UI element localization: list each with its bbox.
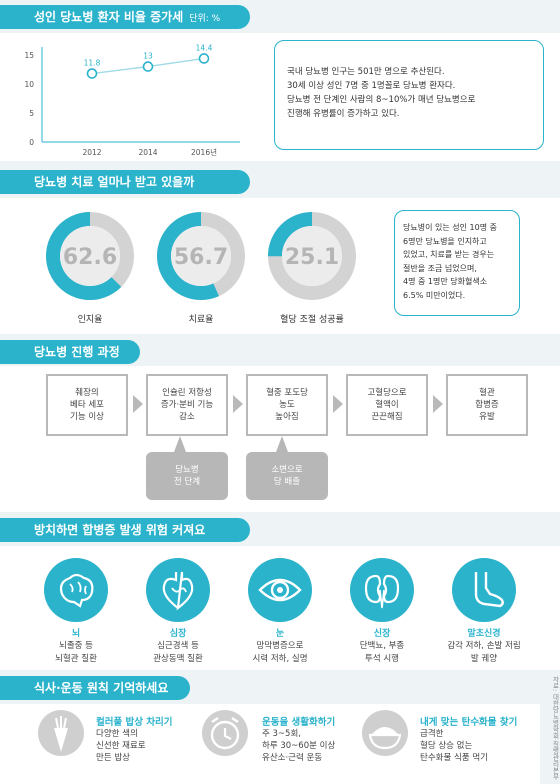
stage-pointers	[174, 436, 288, 452]
pointer-glucose-urine	[276, 436, 288, 452]
donut-value: 25.1	[285, 245, 339, 270]
organ-name-nerve: 말초신경	[467, 629, 501, 639]
donut-3: 25.1	[268, 212, 356, 300]
section-title: 방치하면 합병증 발생 위험 커져요	[34, 523, 206, 537]
trend-line-chart: 0 5 10 15 2012 2014 2016년 11.8 13 14.4	[24, 43, 240, 157]
organ-name-brain: 뇌	[71, 629, 81, 639]
process-step-2: 인슐린 저항성 증가·분비 기능 감소	[146, 374, 228, 436]
section-title: 당뇨병 치료 얼마나 받고 있을까	[34, 175, 195, 189]
principle-desc-exercise: 주 3~5회, 하루 30~60분 이상 유산소·근력 운동	[262, 729, 336, 763]
data-label: 11.8	[84, 59, 101, 68]
note-line: 30세 이상 성인 7명 중 1명꼴로 당뇨병 환자다.	[287, 81, 456, 91]
note-line: 6명만 당뇨병을 인지하고	[403, 236, 487, 246]
donut-value: 62.6	[63, 245, 117, 270]
organ-name-heart: 심장	[169, 629, 187, 639]
donut-2: 56.7	[157, 212, 245, 300]
source-credit: 자료: 대한당뇨병학회·질병관리본부	[551, 676, 559, 780]
section-title: 당뇨병 진행 과정	[34, 345, 120, 359]
donut-value-arc	[157, 212, 219, 300]
rice-bowl-icon	[362, 710, 408, 756]
organ-name-kidney: 신장	[373, 629, 391, 639]
unit-label: 단위: %	[189, 14, 221, 24]
donut-group: 62.6 56.7 25.1	[46, 212, 356, 300]
principle-title-food: 컬러풀 밥상 차리기	[96, 717, 173, 728]
foot-icon	[452, 558, 516, 622]
section-header-progress: 당뇨병 진행 과정	[0, 340, 140, 364]
treatment-note: 당뇨병이 있는 성인 10명 중 6명만 당뇨병을 인지하고 있었고, 치료를 …	[394, 210, 520, 316]
pointer-prediabetes	[174, 436, 186, 452]
section-title: 성인 당뇨병 환자 비율 증가세	[34, 10, 184, 24]
arrow-icon	[133, 395, 143, 413]
donut-hole	[171, 226, 231, 286]
brain-icon	[44, 558, 108, 622]
organ-desc-brain: 뇌졸중 등 뇌혈관 질환	[55, 641, 97, 664]
x-tick-label: 2012	[82, 148, 101, 157]
principle-title-carb: 내게 맞는 탄수화물 찾기	[420, 717, 518, 728]
organ-desc-nerve: 감각 저하, 손발 저림 발 궤양	[447, 641, 521, 664]
process-step-4: 고혈당으로 혈액이 끈끈해짐	[346, 374, 428, 436]
data-label: 14.4	[196, 43, 213, 52]
carrot-icon	[38, 710, 84, 756]
data-point	[86, 68, 98, 79]
heart-icon	[146, 558, 210, 622]
stage-box-glucose-urine: 소변으로 당 배출	[246, 452, 328, 500]
section-header-treatment: 당뇨병 치료 얼마나 받고 있을까	[0, 170, 250, 194]
section-header-complications: 방치하면 합병증 발생 위험 커져요	[0, 518, 250, 542]
organ-desc-eye: 망막병증으로 시력 저하, 실명	[252, 641, 308, 664]
donut-label-awareness: 인지율	[77, 315, 103, 325]
note-line: 당뇨병 전 단계인 사람의 8~10%가 매년 당뇨병으로	[287, 95, 476, 105]
eye-icon	[248, 558, 312, 622]
arrow-icon	[233, 395, 243, 413]
arrow-icon	[433, 395, 443, 413]
process-step-1: 췌장의 베타 세포 기능 이상	[46, 374, 128, 436]
donut-value: 56.7	[174, 245, 228, 270]
x-tick-label: 2016년	[191, 147, 217, 157]
principles-panel	[0, 704, 540, 784]
note-line: 4명 중 1명만 당화혈색소	[403, 277, 488, 286]
section-header-trend: 성인 당뇨병 환자 비율 증가세 단위: %	[0, 5, 250, 29]
note-line: 6.5% 미만이었다.	[403, 290, 466, 300]
arrow-icon	[333, 395, 343, 413]
principle-title-exercise: 운동을 생활화하기	[262, 717, 336, 728]
process-step-5: 혈관 합병증 유발	[446, 374, 528, 436]
y-tick-label: 5	[29, 109, 34, 118]
kidney-icon	[350, 558, 414, 622]
note-line: 절반을 조금 넘었으며,	[403, 263, 477, 273]
organ-desc-heart: 심근경색 등 관상동맥 질환	[153, 641, 203, 664]
note-line: 국내 당뇨병 인구는 501만 명으로 추산된다.	[287, 67, 445, 77]
stage-box-prediabetes: 당뇨병 전 단계	[146, 452, 228, 500]
trend-note: 국내 당뇨병 인구는 501만 명으로 추산된다. 30세 이상 성인 7명 중…	[274, 40, 544, 150]
process-step-3: 혈중 포도당 농도 높아짐	[246, 374, 328, 436]
organ-name-eye: 눈	[275, 629, 285, 639]
y-tick-label: 15	[24, 51, 34, 60]
donut-value-arc	[46, 212, 122, 300]
donut-hole	[60, 226, 120, 286]
y-tick-label: 10	[24, 80, 34, 89]
donut-1: 62.6	[46, 212, 134, 300]
note-line: 당뇨병이 있는 성인 10명 중	[403, 223, 497, 232]
alarm-clock-icon	[202, 710, 248, 756]
note-line: 진행해 유병률이 증가하고 있다.	[287, 109, 400, 119]
donut-hole	[282, 226, 342, 286]
section-title: 식사·운동 원칙 기억하세요	[34, 681, 169, 695]
note-line: 있었고, 치료를 받는 경우는	[403, 250, 495, 259]
donut-label-treatment: 치료율	[188, 315, 214, 325]
x-tick-label: 2014	[138, 148, 157, 157]
donut-value-arc	[268, 212, 313, 257]
data-label: 13	[143, 52, 153, 61]
y-tick-label: 0	[29, 138, 34, 147]
principle-desc-food: 다양한 색의 신선한 재료로 만든 밥상	[96, 729, 146, 763]
data-point	[142, 61, 154, 72]
data-point	[198, 53, 210, 64]
principle-desc-carb: 급격한 혈당 상승 없는 탄수화물 식품 먹기	[420, 729, 488, 763]
organ-desc-kidney: 단백뇨, 부종 투석 시행	[359, 641, 405, 664]
section-header-principles: 식사·운동 원칙 기억하세요	[0, 676, 190, 700]
donut-label-control: 혈당 조절 성공률	[280, 315, 344, 325]
